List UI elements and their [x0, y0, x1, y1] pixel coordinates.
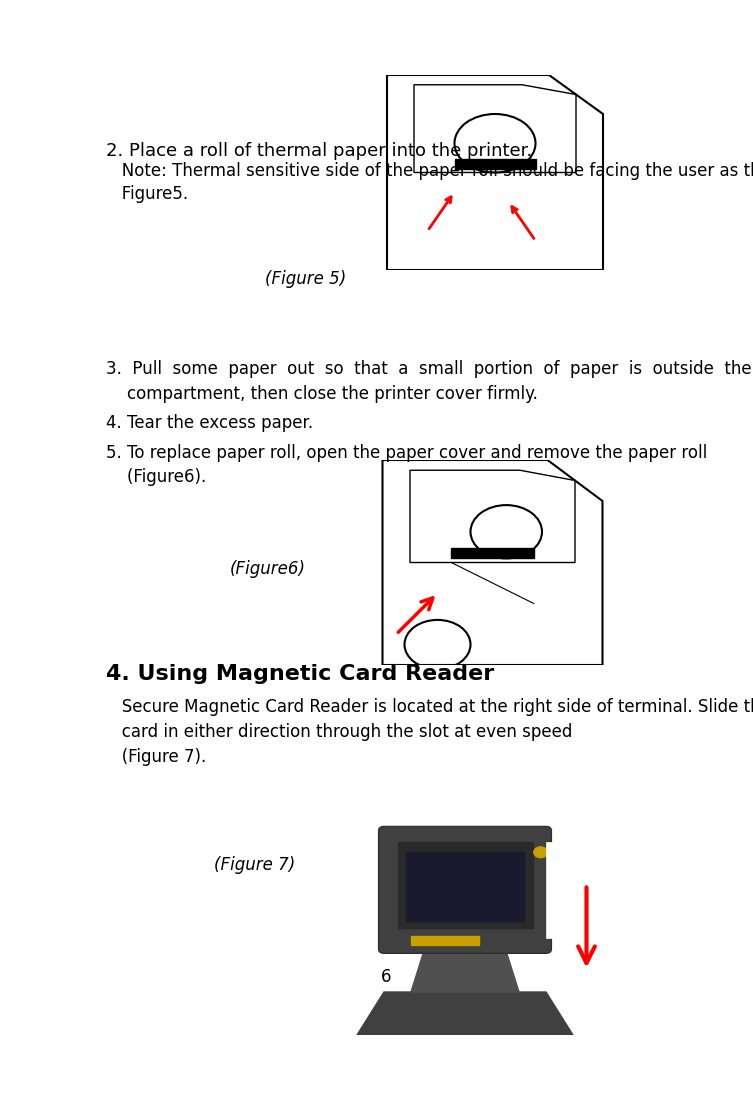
Bar	[455, 159, 535, 169]
Bar	[411, 936, 478, 945]
Circle shape	[534, 847, 547, 858]
Text: 2. Place a roll of thermal paper into the printer.: 2. Place a roll of thermal paper into th…	[105, 141, 532, 160]
Bar	[546, 841, 556, 938]
Polygon shape	[411, 949, 519, 992]
Bar	[406, 852, 524, 921]
Text: 6: 6	[381, 968, 391, 986]
Bar	[451, 549, 534, 559]
Text: 4. Tear the excess paper.: 4. Tear the excess paper.	[105, 414, 313, 432]
Bar	[398, 841, 532, 927]
Text: Note: Thermal sensitive side of the paper roll should be facing the user as the
: Note: Thermal sensitive side of the pape…	[105, 162, 753, 203]
Polygon shape	[357, 992, 573, 1036]
FancyBboxPatch shape	[379, 827, 551, 953]
Text: 3.  Pull  some  paper  out  so  that  a  small  portion  of  paper  is  outside : 3. Pull some paper out so that a small p…	[105, 360, 753, 403]
Text: 5. To replace paper roll, open the paper cover and remove the paper roll
    (Fi: 5. To replace paper roll, open the paper…	[105, 444, 707, 486]
Text: Secure Magnetic Card Reader is located at the right side of terminal. Slide the
: Secure Magnetic Card Reader is located a…	[105, 699, 753, 766]
Text: (Figure 7): (Figure 7)	[215, 857, 295, 874]
Text: (Figure6): (Figure6)	[230, 560, 306, 577]
Text: 4. Using Magnetic Card Reader: 4. Using Magnetic Card Reader	[105, 664, 494, 683]
Text: (Figure 5): (Figure 5)	[264, 269, 346, 287]
